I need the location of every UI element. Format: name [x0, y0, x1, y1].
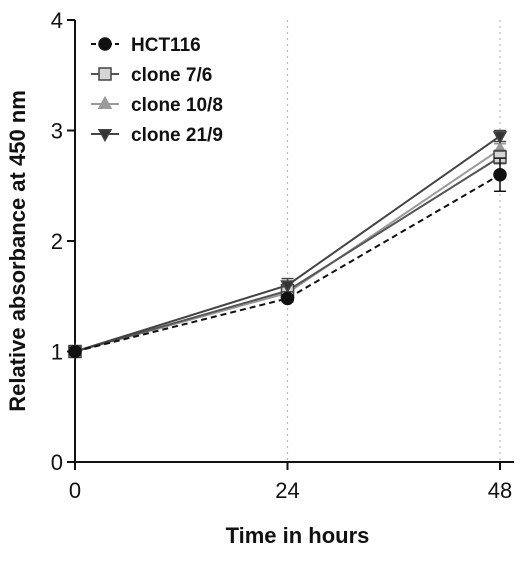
legend-label: clone 10/8 [131, 95, 223, 116]
data-point [280, 280, 295, 294]
x-axis-title: Time in hours [226, 523, 370, 548]
legend-item: clone 21/9 [91, 125, 223, 146]
legend-marker [97, 129, 113, 143]
y-tick-label: 0 [51, 450, 63, 475]
legend-item: clone 10/8 [91, 95, 223, 116]
y-tick-label: 4 [51, 8, 63, 33]
x-tick-label: 0 [69, 478, 81, 503]
series-0 [68, 157, 507, 359]
legend-label: clone 21/9 [131, 125, 223, 146]
legend: HCT116 clone 7/6 clone 10/8 clone 21/9 [91, 35, 223, 146]
legend-marker [97, 95, 113, 109]
reference-lines [286, 20, 501, 462]
ticks: 0 1 2 3 4 0 24 48 [51, 8, 512, 503]
data-point [68, 344, 82, 359]
legend-label: clone 7/6 [131, 65, 212, 86]
legend-marker [98, 37, 112, 51]
series-line [74, 173, 501, 353]
x-tick-label: 24 [275, 478, 299, 503]
data-point [493, 167, 507, 182]
data-point [280, 291, 295, 306]
legend-item: HCT116 [91, 35, 201, 56]
axes [74, 20, 514, 463]
legend-item: clone 7/6 [91, 65, 212, 86]
series-layer [67, 129, 508, 360]
data-point [492, 131, 508, 145]
legend-label: HCT116 [131, 35, 201, 56]
legend-marker [98, 67, 112, 81]
y-axis-title: Relative absorbance at 450 nm [5, 90, 30, 412]
y-tick-label: 2 [51, 229, 63, 254]
x-tick-label: 48 [488, 478, 512, 503]
y-tick-label: 1 [51, 340, 63, 365]
y-tick-label: 3 [51, 119, 63, 144]
